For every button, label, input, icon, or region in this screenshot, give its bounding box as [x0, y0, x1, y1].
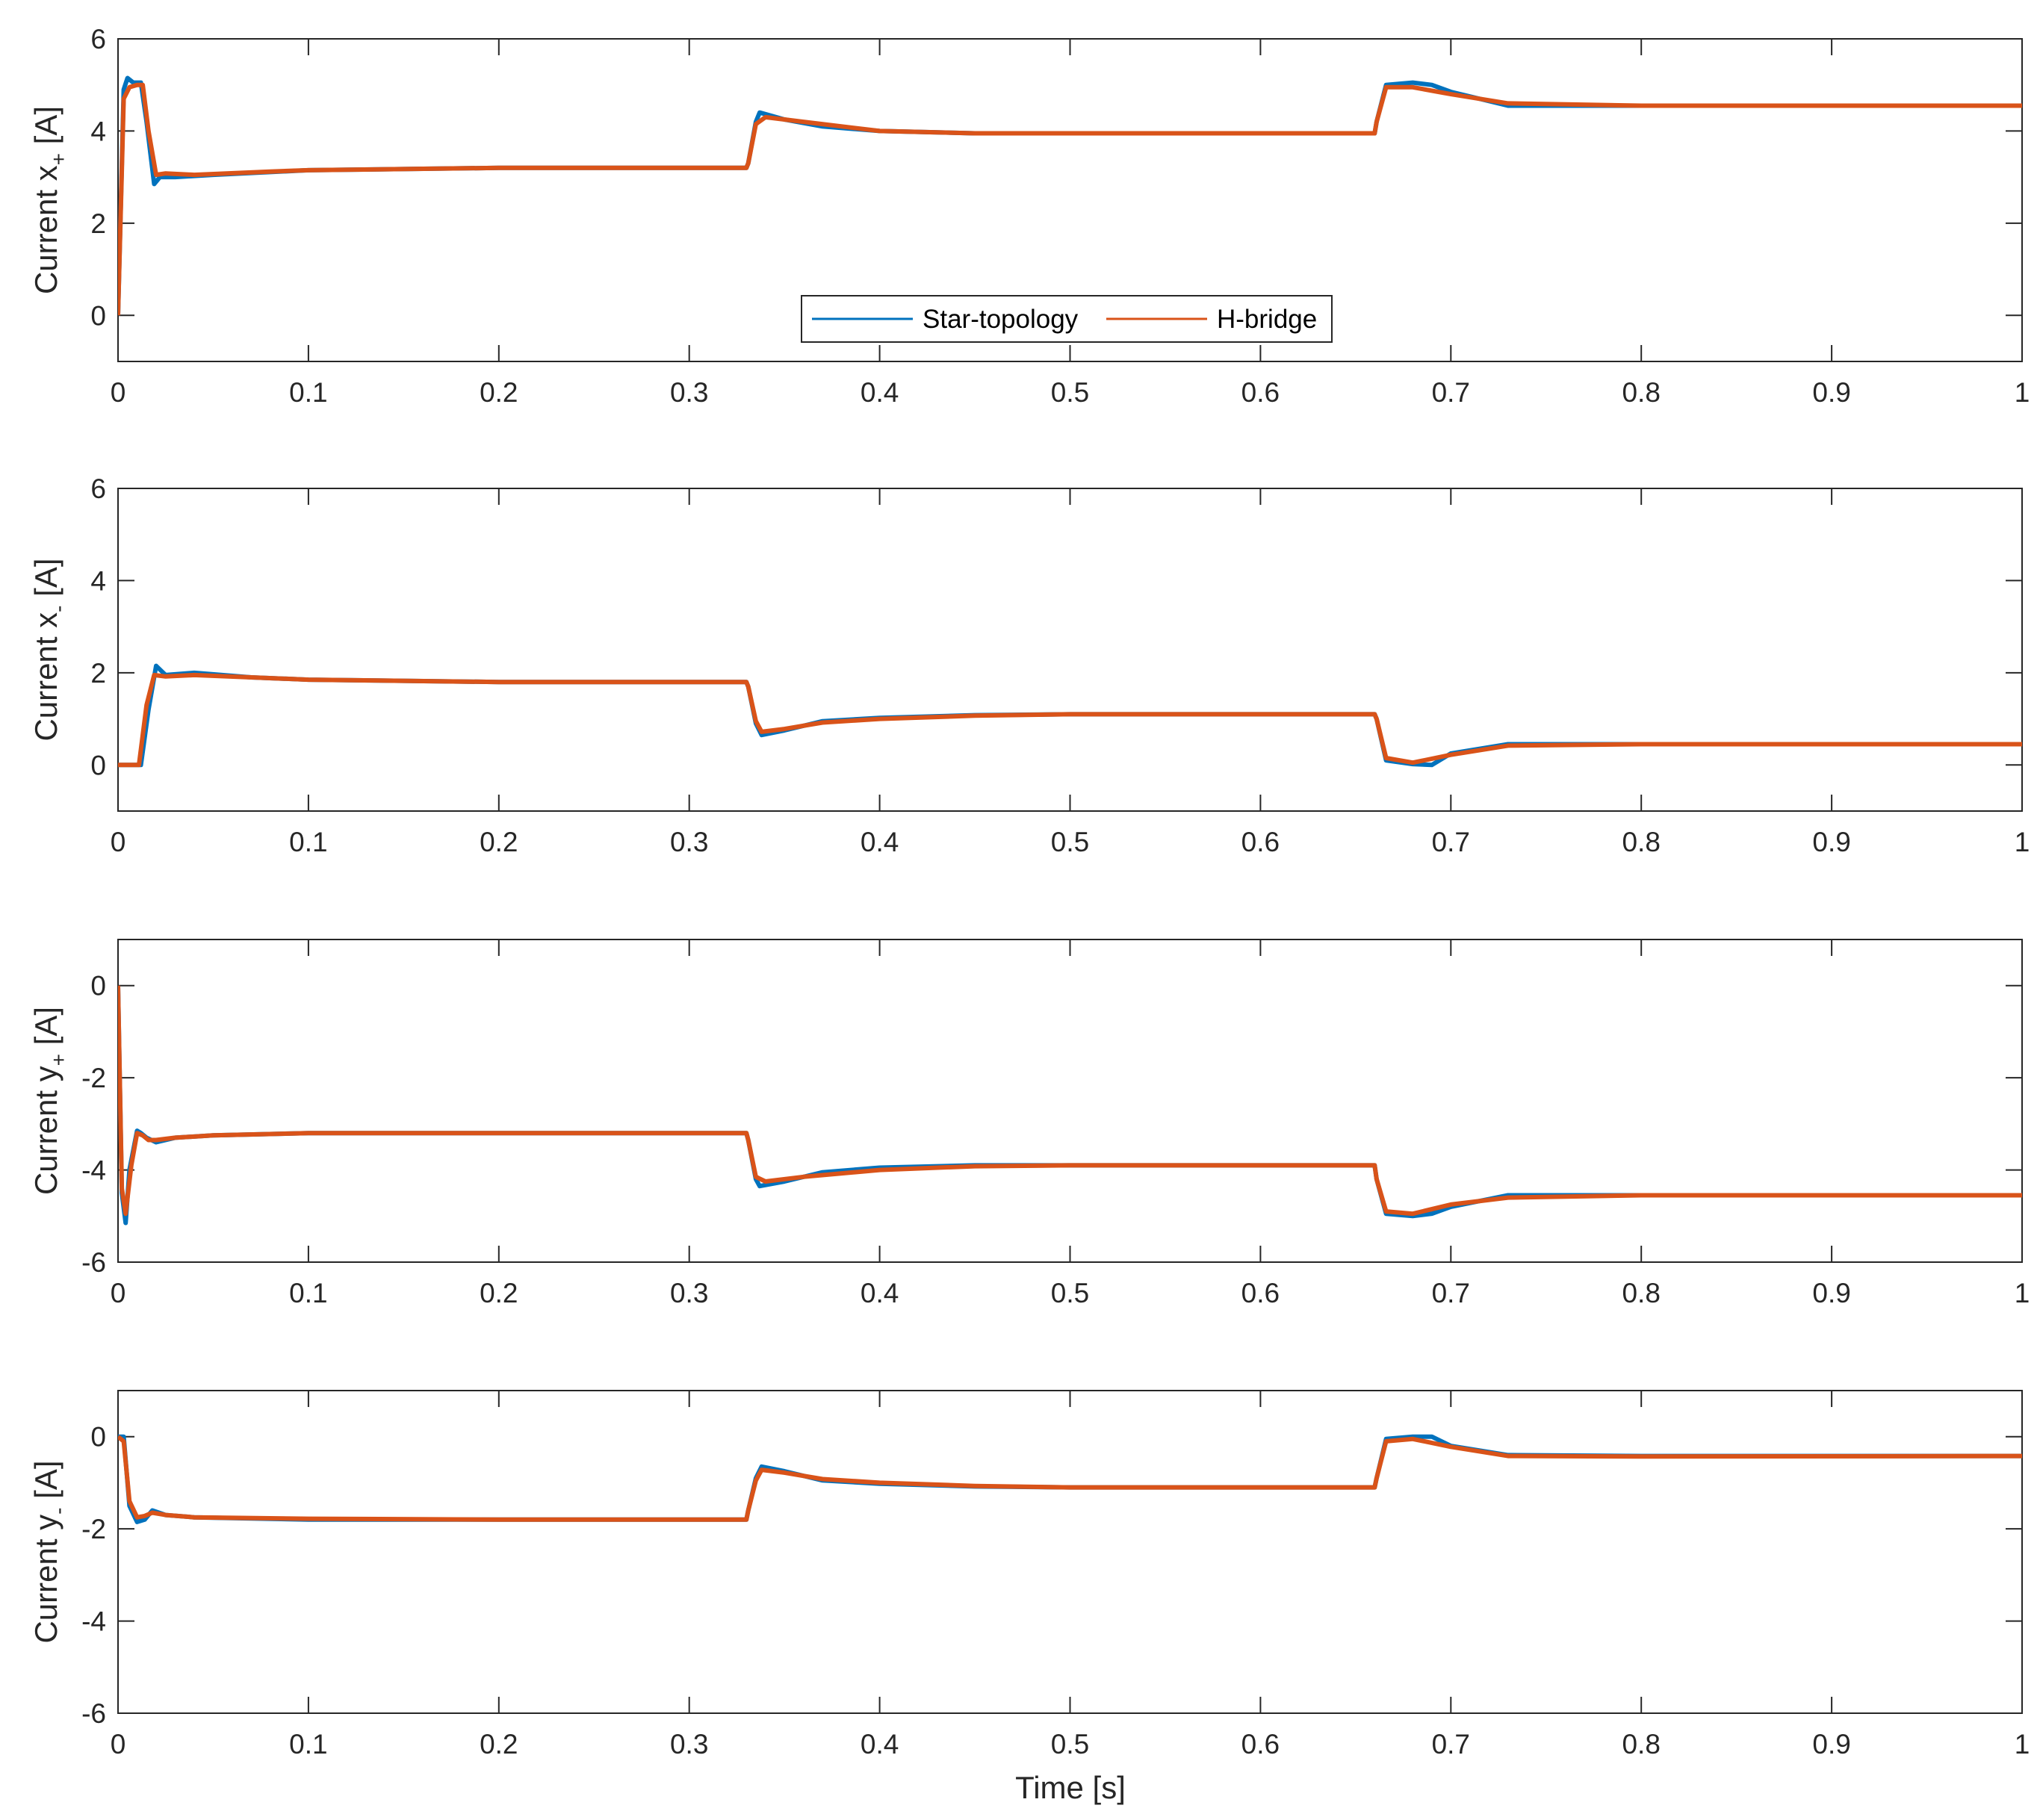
y-tick-label: 4 — [90, 116, 106, 146]
x-tick-label: 0.2 — [480, 1729, 518, 1760]
x-tick-label: 0 — [111, 1278, 126, 1308]
x-tick-label: 0.9 — [1812, 827, 1850, 857]
series-line-h-bridge — [118, 82, 2022, 316]
x-tick-label: 0.5 — [1051, 377, 1089, 408]
legend: Star-topology H-bridge — [801, 295, 1333, 343]
x-tick-label: 0.6 — [1241, 377, 1280, 408]
y-axis-label-main: Current x — [28, 165, 63, 294]
plot-area — [117, 488, 2023, 812]
x-tick-label: 0.3 — [670, 1729, 708, 1760]
x-tick-label: 0.9 — [1812, 1278, 1850, 1308]
y-axis-label: Current x- [A] — [28, 558, 70, 741]
x-tick-label: 0.1 — [289, 377, 327, 408]
legend-label-star-topology: Star-topology — [923, 305, 1079, 334]
x-tick-label: 0.4 — [861, 377, 899, 408]
plot-area — [117, 1390, 2023, 1714]
x-tick-label: 0.7 — [1432, 377, 1470, 408]
y-axis-label-subscript: + — [47, 153, 70, 165]
x-tick-label: 0.5 — [1051, 1278, 1089, 1308]
y-tick-label: -4 — [81, 1606, 106, 1637]
y-axis-label: Current y- [A] — [28, 1460, 70, 1643]
x-tick-label: 0.3 — [670, 1278, 708, 1308]
y-axis-label-main: Current x — [28, 612, 63, 742]
x-tick-label: 0.1 — [289, 1278, 327, 1308]
x-tick-label: 0.1 — [289, 1729, 327, 1760]
x-tick-label: 0.7 — [1432, 1278, 1470, 1308]
x-tick-label: 0.8 — [1622, 827, 1660, 857]
x-tick-label: 0.3 — [670, 827, 708, 857]
x-tick-label: 0.5 — [1051, 827, 1089, 857]
y-axis-label: Current x+ [A] — [28, 106, 70, 294]
x-tick-label: 0.8 — [1622, 377, 1660, 408]
x-tick-label: 0.3 — [670, 377, 708, 408]
y-tick-label: 0 — [90, 750, 106, 780]
y-axis-label-subscript: - — [47, 605, 70, 612]
y-axis-label-subscript: + — [47, 1054, 70, 1066]
x-tick-label: 1 — [2015, 1729, 2030, 1760]
y-tick-label: -4 — [81, 1155, 106, 1186]
x-tick-label: 1 — [2015, 1278, 2030, 1308]
x-tick-label: 0 — [111, 377, 126, 408]
y-axis-label-unit: [A] — [28, 1460, 63, 1507]
y-tick-label: 6 — [90, 24, 106, 55]
x-tick-label: 0.6 — [1241, 827, 1280, 857]
x-tick-label: 0.9 — [1812, 1729, 1850, 1760]
y-tick-label: 4 — [90, 565, 106, 596]
plot-area — [117, 939, 2023, 1263]
series-line-h-bridge — [118, 985, 2022, 1217]
panel-3: 0 0.1 0.2 0.3 0.4 0.5 0.6 0.7 0.8 0.9 1 -6 -4 -2 0 Curr… — [28, 939, 2030, 1308]
x-tick-label: 0.4 — [861, 1278, 899, 1308]
y-tick-label: 0 — [90, 300, 106, 331]
series-line-h-bridge — [118, 672, 2022, 768]
y-tick-label: 2 — [90, 658, 106, 689]
x-tick-label: 0.2 — [480, 377, 518, 408]
x-tick-label: 0.6 — [1241, 1278, 1280, 1308]
series-line-h-bridge — [118, 1435, 2022, 1522]
x-tick-label: 0.4 — [861, 827, 899, 857]
y-tick-label: -2 — [81, 1063, 106, 1093]
y-axis-label-subscript: - — [47, 1507, 70, 1514]
y-axis-label-main: Current y — [28, 1515, 63, 1644]
panel-4: 0 0.1 0.2 0.3 0.4 0.5 0.6 0.7 0.8 0.9 1 -6 -4 -2 0 Curr… — [28, 1390, 2030, 1760]
y-axis-label-unit: [A] — [28, 106, 63, 153]
y-axis-label-unit: [A] — [28, 558, 63, 605]
x-tick-label: 0 — [111, 827, 126, 857]
x-axis-label: Time [s] — [1015, 1770, 1126, 1805]
x-tick-label: 0.4 — [861, 1729, 899, 1760]
y-axis-label-main: Current y — [28, 1066, 63, 1195]
x-tick-label: 0.7 — [1432, 827, 1470, 857]
x-tick-label: 1 — [2015, 827, 2030, 857]
x-tick-label: 0.5 — [1051, 1729, 1089, 1760]
x-tick-label: 0.8 — [1622, 1278, 1660, 1308]
y-tick-label: 0 — [90, 971, 106, 1001]
panel-2: 0 0.1 0.2 0.3 0.4 0.5 0.6 0.7 0.8 0.9 1 0 2 4 6 Current… — [28, 473, 2030, 857]
x-tick-label: 0.9 — [1812, 377, 1850, 408]
y-tick-label: 0 — [90, 1422, 106, 1453]
panel-1: 0 0.1 0.2 0.3 0.4 0.5 0.6 0.7 0.8 0.9 1 0 2 4 6 Current… — [28, 24, 2030, 408]
x-tick-label: 0 — [111, 1729, 126, 1760]
legend-label-h-bridge: H-bridge — [1217, 305, 1317, 334]
x-tick-label: 1 — [2015, 377, 2030, 408]
x-tick-label: 0.8 — [1622, 1729, 1660, 1760]
x-tick-label: 0.6 — [1241, 1729, 1280, 1760]
x-tick-label: 0.2 — [480, 827, 518, 857]
x-tick-label: 0.7 — [1432, 1729, 1470, 1760]
x-tick-label: 0.1 — [289, 827, 327, 857]
y-tick-label: -2 — [81, 1514, 106, 1544]
y-tick-label: 6 — [90, 473, 106, 504]
y-tick-label: -6 — [81, 1247, 106, 1278]
y-tick-label: 2 — [90, 208, 106, 239]
x-tick-label: 0.2 — [480, 1278, 518, 1308]
y-tick-label: -6 — [81, 1698, 106, 1729]
y-axis-label: Current y+ [A] — [28, 1007, 70, 1195]
y-axis-label-unit: [A] — [28, 1007, 63, 1054]
